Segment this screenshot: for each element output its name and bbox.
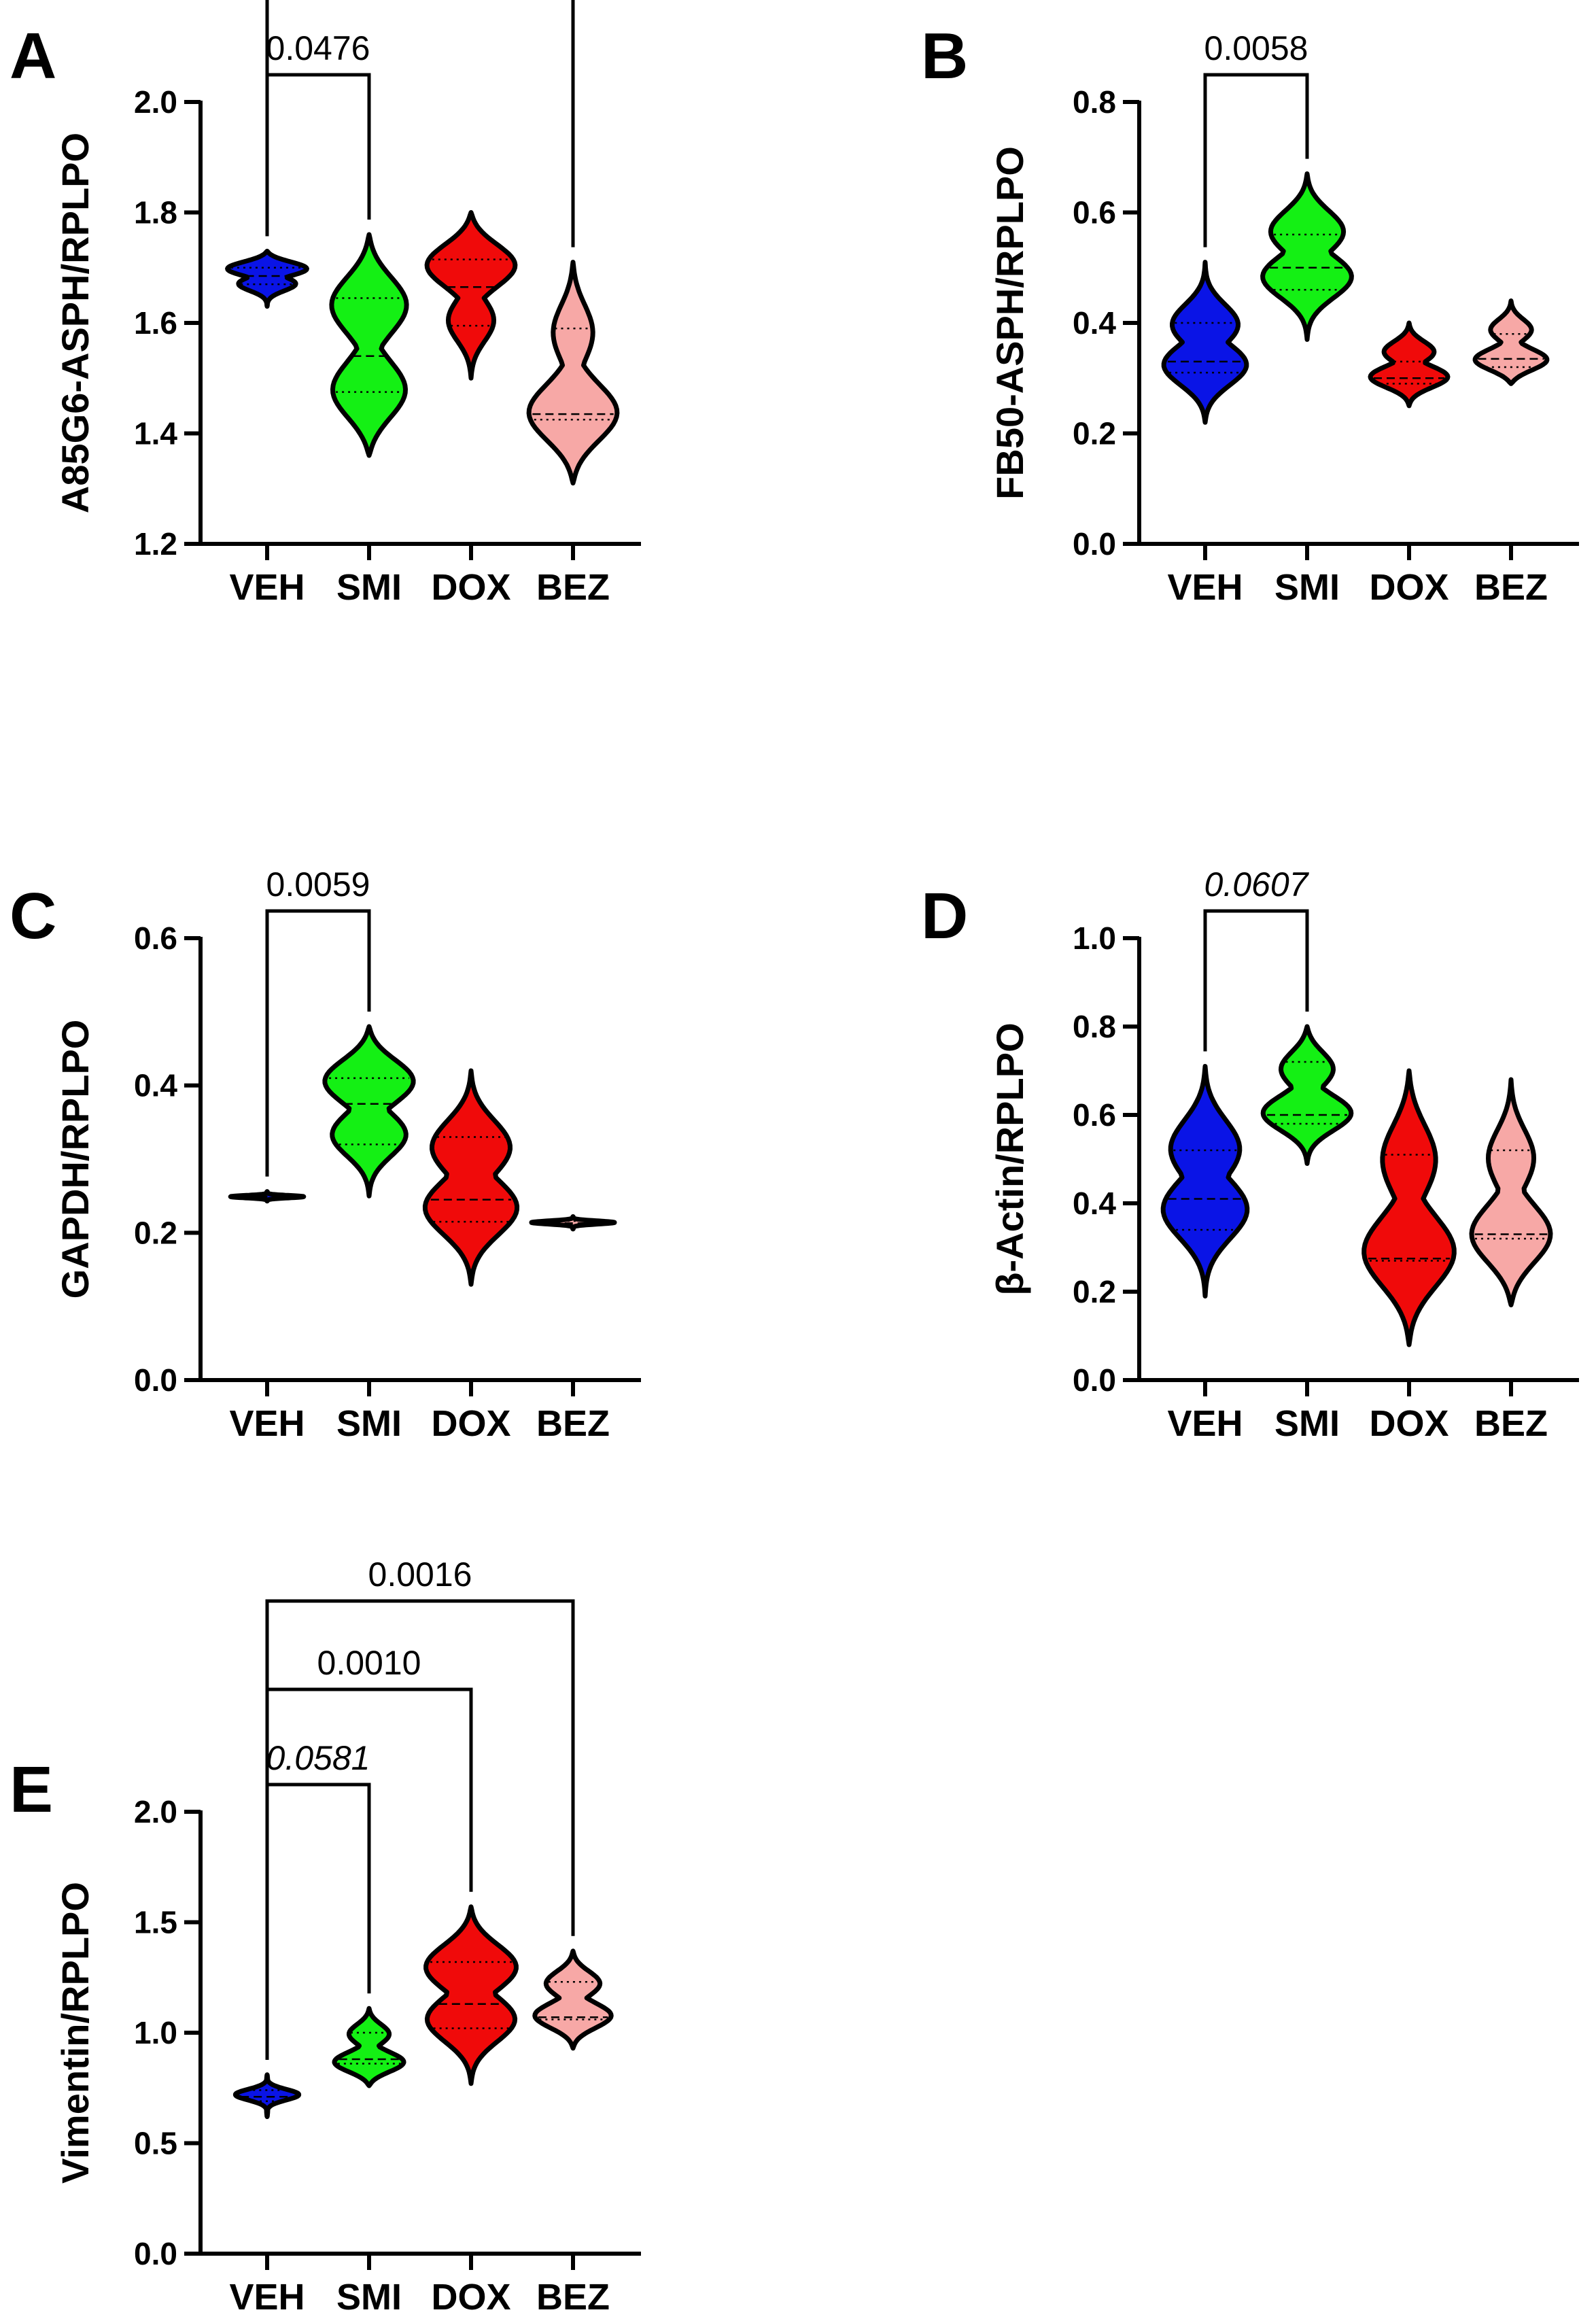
y-tick-label: 1.2 — [134, 526, 177, 562]
violin-veh — [1160, 1064, 1250, 1298]
panel-c: C 0.0 0.2 0.4 0.6 VEH SMI DOX BEZ GAPDH/RPLPO 0.00… — [10, 865, 641, 1444]
violin-smi — [322, 1024, 416, 1199]
y-tick-label: 1.0 — [1073, 920, 1116, 956]
significance-bracket — [1203, 909, 1309, 1052]
violin-dox — [1368, 320, 1451, 409]
violin-veh — [1161, 260, 1249, 425]
y-tick-label: 0.8 — [1073, 1009, 1116, 1044]
violin-smi — [332, 2006, 406, 2088]
y-axis-title: β-Actin/RPLPO — [988, 1022, 1031, 1295]
p-value-label: 0.0476 — [266, 29, 370, 67]
y-tick-label: 0.2 — [1073, 416, 1116, 451]
y-axis-title: Vimentin/RPLPO — [54, 1882, 97, 2184]
y-tick-label: 0.2 — [134, 1215, 177, 1250]
violin-smi — [1260, 171, 1354, 342]
category-label-smi: SMI — [336, 1403, 402, 1444]
y-tick-label: 2.0 — [134, 1794, 177, 1829]
category-label-veh: VEH — [1167, 1403, 1243, 1444]
category-label-veh: VEH — [229, 567, 305, 608]
significance-bracket — [265, 909, 371, 1177]
panel-b: B 0.0 0.2 0.4 0.6 0.8 VEH SMI DOX BEZ FB50-ASPH/RP… — [921, 20, 1579, 608]
category-label-dox: DOX — [1369, 567, 1448, 608]
violin-smi — [1260, 1024, 1354, 1166]
y-tick-label: 0.5 — [134, 2126, 177, 2161]
y-tick-label: 1.4 — [134, 416, 177, 451]
y-tick-label: 0.0 — [134, 1362, 177, 1398]
significance-bracket — [265, 1783, 371, 2060]
p-value-label: 0.0010 — [317, 1644, 421, 1682]
category-label-smi: SMI — [336, 567, 402, 608]
p-value-label: 0.0016 — [368, 1555, 472, 1594]
y-tick-label: 1.8 — [134, 195, 177, 230]
violin-dox — [1361, 1068, 1457, 1347]
panel-e: E 0.0 0.5 1.0 1.5 2.0 VEH SMI DOX BEZ Vimentin/RPL… — [10, 1555, 641, 2318]
y-tick-label: 0.6 — [1073, 1097, 1116, 1133]
y-axis-title: FB50-ASPH/RPLPO — [988, 146, 1031, 500]
violin-veh — [232, 2072, 302, 2119]
category-label-veh: VEH — [229, 1403, 305, 1444]
panel-letter: E — [10, 1753, 53, 1826]
violin-dox — [424, 210, 518, 381]
y-tick-label: 0.2 — [1073, 1274, 1116, 1309]
significance-bracket — [265, 73, 371, 237]
category-label-veh: VEH — [1167, 567, 1243, 608]
y-tick-label: 1.6 — [134, 305, 177, 341]
panel-a: A 1.2 1.4 1.6 1.8 2.0 VEH SMI DOX BEZ A85G6-ASPH/R… — [10, 0, 641, 608]
p-value-label: 0.0059 — [266, 865, 370, 904]
category-label-bez: BEZ — [1474, 567, 1548, 608]
y-tick-label: 0.8 — [1073, 84, 1116, 120]
category-label-bez: BEZ — [536, 567, 610, 608]
violin-veh — [225, 248, 309, 309]
category-label-smi: SMI — [1274, 1403, 1340, 1444]
category-label-bez: BEZ — [536, 1403, 610, 1444]
y-tick-label: 1.0 — [134, 2015, 177, 2050]
violin-smi — [329, 232, 409, 458]
category-label-bez: BEZ — [536, 2277, 610, 2318]
violin-bez — [1469, 1077, 1553, 1307]
y-tick-label: 0.4 — [1073, 1186, 1116, 1221]
panel-letter: B — [921, 20, 968, 92]
y-tick-label: 0.0 — [1073, 526, 1116, 562]
y-tick-label: 0.0 — [134, 2236, 177, 2271]
y-tick-label: 0.0 — [1073, 1362, 1116, 1398]
violin-dox — [422, 1068, 520, 1287]
y-axis-title: GAPDH/RPLPO — [54, 1020, 97, 1299]
violin-bez — [526, 260, 620, 486]
y-tick-label: 0.4 — [1073, 305, 1116, 341]
panel-letter: C — [10, 880, 56, 952]
significance-bracket — [1203, 73, 1309, 247]
category-label-dox: DOX — [431, 567, 510, 608]
violin-bez — [1472, 298, 1550, 386]
category-label-veh: VEH — [229, 2277, 305, 2318]
y-axis-title: A85G6-ASPH/RPLPO — [54, 133, 97, 513]
p-value-label: 0.0058 — [1204, 29, 1308, 67]
p-value-label: 0.0581 — [266, 1739, 370, 1777]
p-value-label: 0.0607 — [1204, 865, 1310, 904]
panel-letter: D — [921, 880, 968, 952]
y-tick-label: 2.0 — [134, 84, 177, 120]
violin-dox — [423, 1904, 519, 2086]
category-label-dox: DOX — [431, 1403, 510, 1444]
category-label-dox: DOX — [1369, 1403, 1448, 1444]
category-label-dox: DOX — [431, 2277, 510, 2318]
y-tick-label: 0.6 — [1073, 195, 1116, 230]
category-label-smi: SMI — [336, 2277, 402, 2318]
significance-bracket — [265, 1599, 575, 2060]
y-tick-label: 0.6 — [134, 920, 177, 956]
category-label-smi: SMI — [1274, 567, 1340, 608]
panel-d: D 0.0 0.2 0.4 0.6 0.8 1.0 VEH SMI DOX BEZ β-Actin/R… — [921, 865, 1579, 1444]
y-tick-label: 0.4 — [134, 1068, 177, 1103]
violin-bez — [532, 1948, 614, 2051]
panel-letter: A — [10, 20, 56, 92]
significance-bracket — [265, 0, 575, 247]
category-label-bez: BEZ — [1474, 1403, 1548, 1444]
y-tick-label: 1.5 — [134, 1905, 177, 1940]
